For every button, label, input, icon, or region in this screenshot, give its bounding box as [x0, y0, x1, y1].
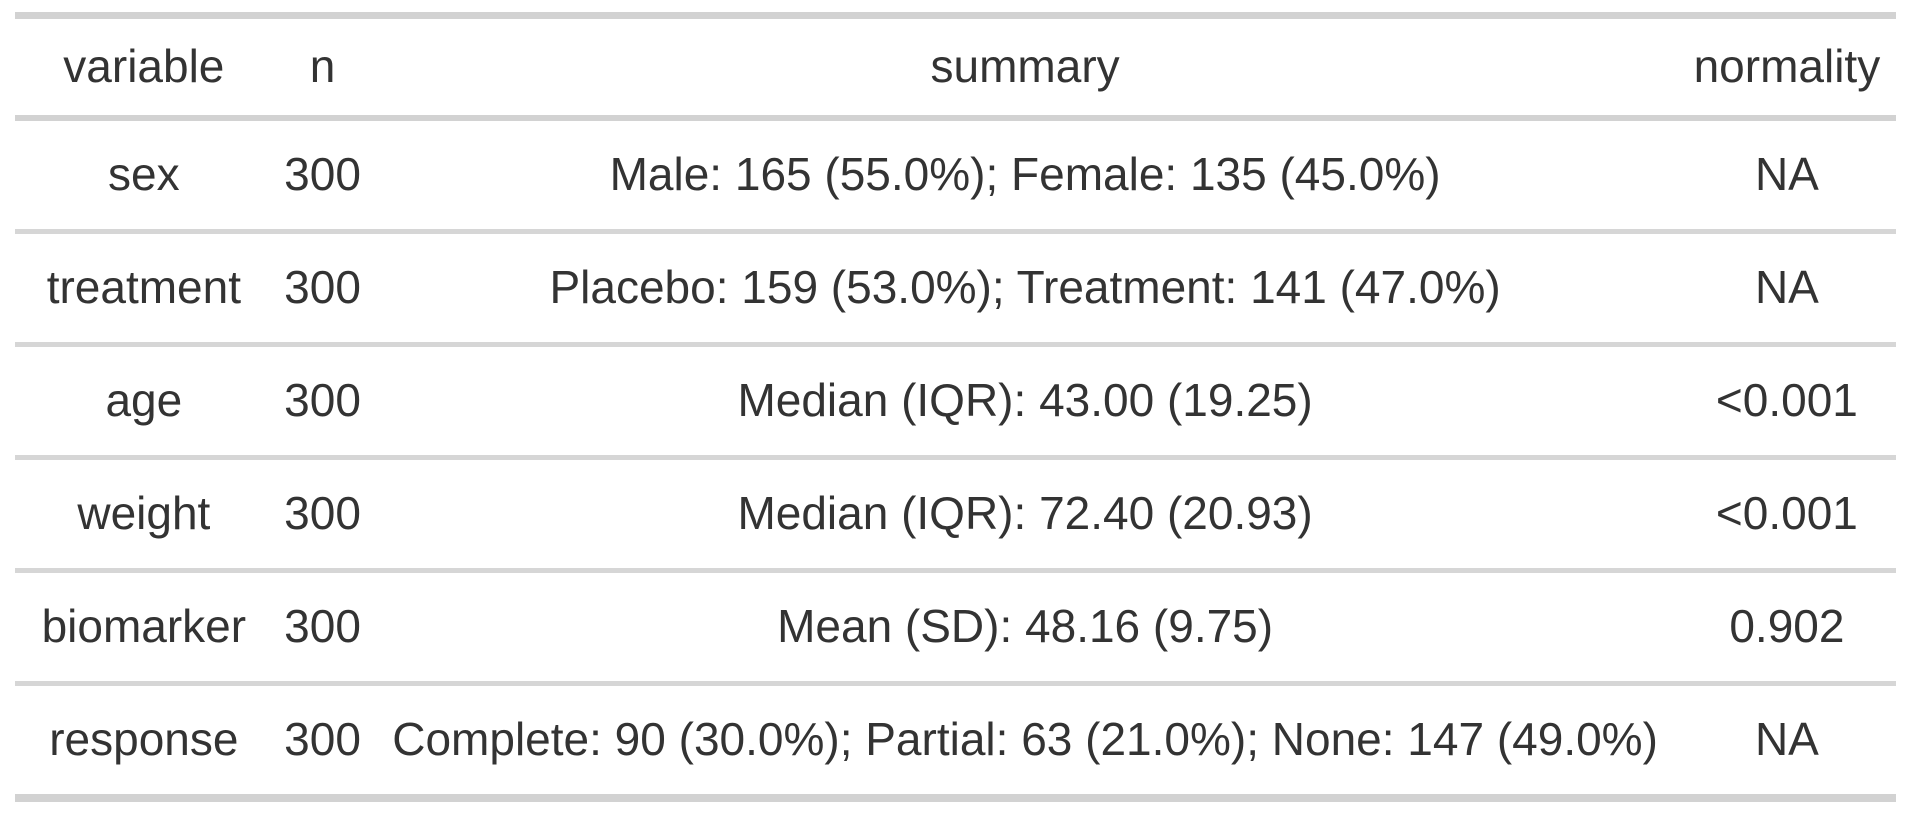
cell-n: 300 [272, 344, 373, 460]
col-header-summary: summary [372, 15, 1678, 121]
table-row-sex: sex 300 Male: 165 (55.0%); Female: 135 (… [15, 118, 1896, 234]
table-row-biomarker: biomarker 300 Mean (SD): 48.16 (9.75) 0.… [15, 570, 1896, 686]
cell-normality: NA [1677, 231, 1896, 347]
cell-variable: treatment [15, 231, 273, 347]
cell-normality: NA [1677, 118, 1896, 234]
table-body: sex 300 Male: 165 (55.0%); Female: 135 (… [15, 118, 1896, 798]
cell-n: 300 [272, 118, 373, 234]
cell-normality: NA [1754, 713, 1819, 766]
cell-variable: response [49, 713, 239, 766]
cell-n: 300 [272, 457, 373, 573]
cell-summary: Mean (SD): 48.16 (9.75) [372, 570, 1678, 686]
cell-variable: weight [15, 457, 273, 573]
cell-normality: <0.001 [1677, 344, 1896, 460]
cell-variable: age [15, 344, 273, 460]
table-row-weight: weight 300 Median (IQR): 72.40 (20.93) <… [15, 457, 1896, 573]
cell-summary: Median (IQR): 72.40 (20.93) [372, 457, 1678, 573]
cell-summary: Complete: 90 (30.0%); Partial: 63 (21.0%… [392, 713, 1658, 766]
statistical-summary-page: variable n summary normality sex 300 Mal… [0, 12, 1911, 831]
col-header-variable: variable [15, 15, 273, 121]
cell-summary: Median (IQR): 43.00 (19.25) [372, 344, 1678, 460]
cell-summary: Placebo: 159 (53.0%); Treatment: 141 (47… [372, 231, 1678, 347]
variable-summary-table: variable n summary normality sex 300 Mal… [15, 12, 1896, 802]
col-header-n: n [272, 15, 373, 121]
table-row-age: age 300 Median (IQR): 43.00 (19.25) <0.0… [15, 344, 1896, 460]
table-row-treatment: treatment 300 Placebo: 159 (53.0%); Trea… [15, 231, 1896, 347]
cell-n: 300 [284, 713, 361, 766]
cell-n: 300 [272, 570, 373, 686]
cell-variable: sex [15, 118, 273, 234]
table-row-response: response 300 Complete: 90 (30.0%); Parti… [15, 684, 1896, 799]
cell-variable: biomarker [15, 570, 273, 686]
header-row: variable n summary normality [15, 15, 1896, 121]
cell-normality: 0.902 [1677, 570, 1896, 686]
cell-normality: <0.001 [1677, 457, 1896, 573]
cell-n: 300 [272, 231, 373, 347]
cell-summary: Male: 165 (55.0%); Female: 135 (45.0%) [372, 118, 1678, 234]
col-header-normality: normality [1677, 15, 1896, 121]
table-header: variable n summary normality [15, 15, 1896, 121]
